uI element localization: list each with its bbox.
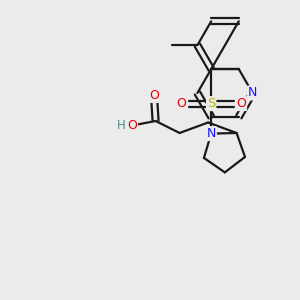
- Text: N: N: [206, 127, 216, 140]
- Text: H: H: [116, 119, 125, 132]
- Text: O: O: [176, 97, 186, 110]
- Text: O: O: [236, 97, 246, 110]
- Text: H: H: [116, 119, 125, 132]
- Text: S: S: [207, 97, 215, 110]
- Text: O: O: [149, 89, 159, 102]
- Text: N: N: [206, 127, 216, 140]
- Text: O: O: [127, 119, 137, 132]
- Text: O: O: [127, 119, 137, 132]
- Text: O: O: [149, 89, 159, 102]
- Text: O: O: [236, 97, 246, 110]
- Text: N: N: [248, 86, 257, 100]
- Text: S: S: [207, 97, 215, 110]
- Text: O: O: [176, 97, 186, 110]
- Text: N: N: [248, 86, 257, 100]
